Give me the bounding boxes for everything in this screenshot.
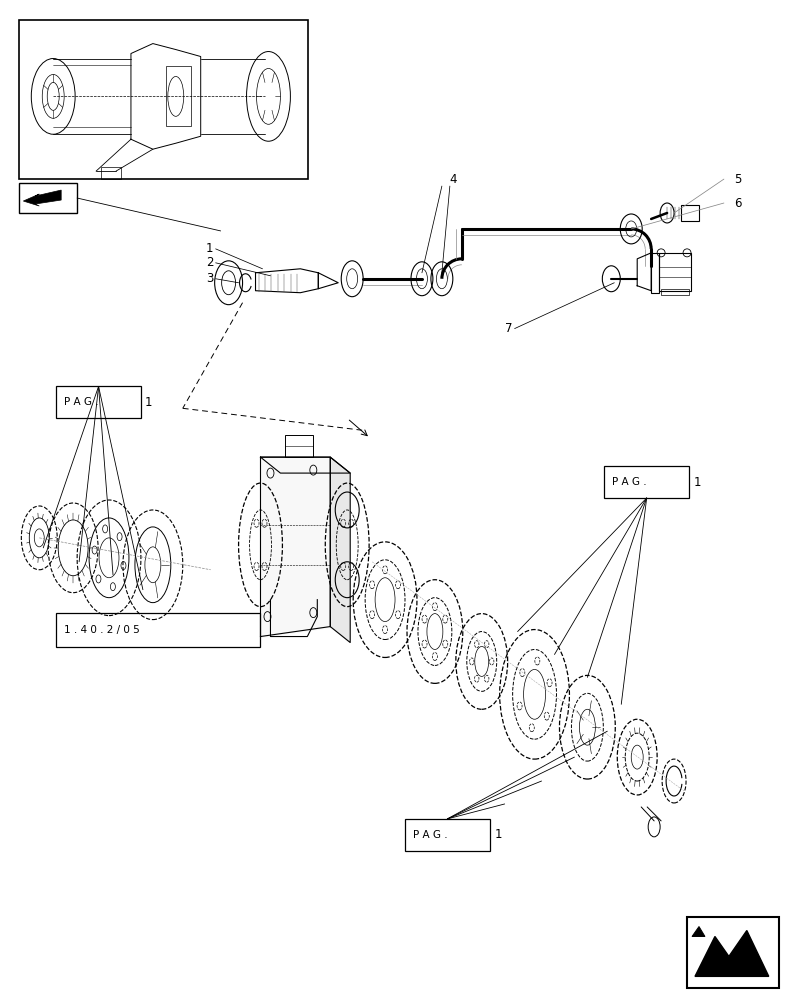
Text: 6: 6 bbox=[733, 197, 740, 210]
Bar bbox=[56, 613, 260, 647]
Polygon shape bbox=[260, 457, 330, 637]
Text: 7: 7 bbox=[504, 322, 512, 335]
Text: 1: 1 bbox=[693, 476, 701, 489]
Bar bbox=[19, 20, 308, 179]
Text: P A G .: P A G . bbox=[413, 830, 447, 840]
Polygon shape bbox=[260, 457, 350, 473]
Bar bbox=[165, 66, 191, 126]
Bar bbox=[101, 167, 121, 179]
Bar bbox=[405, 819, 489, 851]
Polygon shape bbox=[330, 457, 350, 643]
Bar bbox=[650, 253, 659, 293]
Bar bbox=[680, 205, 698, 221]
Bar bbox=[56, 386, 141, 418]
Text: 3: 3 bbox=[205, 272, 212, 285]
Polygon shape bbox=[694, 931, 768, 976]
Text: 1: 1 bbox=[205, 242, 213, 255]
Polygon shape bbox=[24, 190, 61, 206]
Text: 2: 2 bbox=[205, 256, 213, 269]
Bar bbox=[686, 917, 778, 988]
Bar bbox=[603, 466, 689, 498]
Bar bbox=[660, 289, 689, 295]
Bar bbox=[659, 253, 690, 291]
Bar bbox=[19, 183, 77, 213]
Text: P A G .: P A G . bbox=[611, 477, 646, 487]
Text: 1: 1 bbox=[494, 828, 501, 841]
Text: 5: 5 bbox=[733, 173, 740, 186]
Text: 1 . 4 0 . 2 / 0 5: 1 . 4 0 . 2 / 0 5 bbox=[64, 625, 139, 635]
Text: 1: 1 bbox=[144, 396, 152, 409]
Text: P A G .: P A G . bbox=[64, 397, 99, 407]
Text: 4: 4 bbox=[449, 173, 457, 186]
Polygon shape bbox=[691, 927, 704, 937]
Bar bbox=[285, 435, 313, 457]
